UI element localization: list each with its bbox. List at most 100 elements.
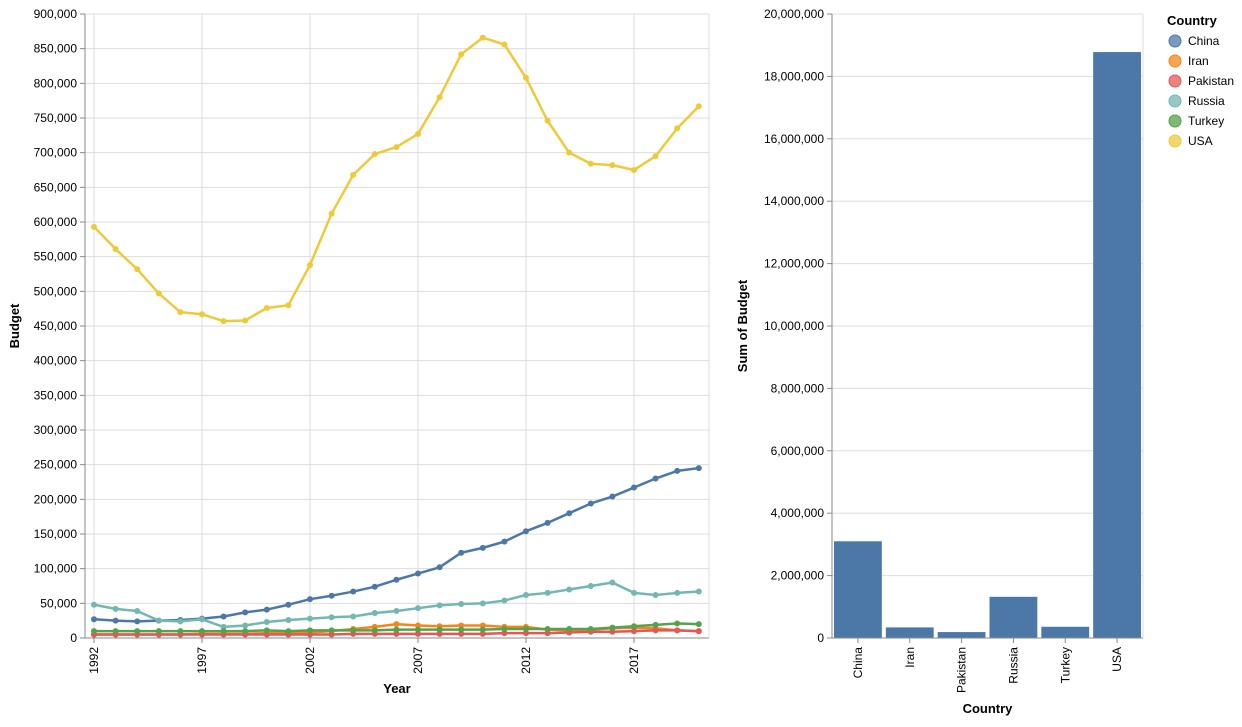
y-tick-label: 900,000 <box>34 7 78 21</box>
bar-iran <box>885 627 934 638</box>
x-axis-title: Year <box>383 681 410 696</box>
data-point-turkey <box>587 625 594 632</box>
data-point-usa <box>263 304 270 311</box>
data-point-turkey <box>436 626 443 633</box>
data-point-china <box>242 609 249 616</box>
data-point-china <box>458 549 465 556</box>
data-point-china <box>544 519 551 526</box>
data-point-pakistan <box>523 630 529 637</box>
data-point-russia <box>112 605 119 612</box>
y-tick-label: 20,000,000 <box>764 7 824 21</box>
x-tick-label: China <box>851 647 865 679</box>
data-point-china <box>609 493 616 500</box>
data-point-china <box>350 588 357 595</box>
x-tick-label: 1992 <box>87 647 101 674</box>
data-point-turkey <box>523 625 529 632</box>
y-tick-label: 700,000 <box>34 146 78 160</box>
data-point-usa <box>587 160 594 167</box>
y-tick-label: 750,000 <box>34 111 78 125</box>
data-point-russia <box>177 618 184 625</box>
data-point-usa <box>393 144 400 151</box>
data-point-russia <box>631 589 637 596</box>
y-tick-label: 4,000,000 <box>771 506 825 520</box>
data-point-usa <box>436 94 443 101</box>
data-point-usa <box>242 317 249 324</box>
data-point-turkey <box>609 624 616 631</box>
y-tick-label: 10,000,000 <box>764 319 824 333</box>
y-tick-label: 800,000 <box>34 76 78 90</box>
y-tick-label: 350,000 <box>34 388 78 402</box>
y-tick-label: 8,000,000 <box>771 381 825 395</box>
data-point-russia <box>242 622 249 629</box>
data-point-china <box>263 606 270 613</box>
y-tick-label: 250,000 <box>34 458 78 472</box>
data-point-turkey <box>199 628 205 635</box>
data-point-russia <box>155 617 162 624</box>
x-tick-label: 2012 <box>519 647 533 674</box>
data-point-china <box>112 617 119 624</box>
data-point-usa <box>695 103 702 110</box>
legend-swatch-pakistan <box>1168 74 1182 88</box>
data-point-usa <box>91 223 97 230</box>
bar-china <box>834 541 882 638</box>
data-point-russia <box>134 607 141 614</box>
legend-label-pakistan: Pakistan <box>1188 74 1234 88</box>
data-point-china <box>587 500 594 507</box>
data-point-china <box>134 618 141 625</box>
y-tick-label: 18,000,000 <box>764 69 824 83</box>
legend-swatch-china <box>1168 34 1182 48</box>
data-point-china <box>436 564 443 571</box>
data-point-turkey <box>631 623 637 630</box>
bar-pakistan <box>937 632 986 638</box>
series-line-china <box>93 466 699 623</box>
data-point-pakistan <box>328 631 335 638</box>
data-point-iran <box>415 622 421 629</box>
data-point-usa <box>609 162 616 169</box>
y-axis-title: Budget <box>7 303 22 348</box>
data-point-russia <box>328 614 335 621</box>
data-point-pakistan <box>631 628 637 635</box>
data-point-russia <box>609 579 616 586</box>
data-point-russia <box>371 610 378 617</box>
data-point-turkey <box>479 626 486 633</box>
y-tick-label: 50,000 <box>40 596 77 610</box>
data-point-china <box>285 601 292 608</box>
y-tick-label: 500,000 <box>34 284 78 298</box>
y-tick-label: 100,000 <box>34 562 78 576</box>
data-point-usa <box>112 246 119 253</box>
data-point-pakistan <box>501 630 508 637</box>
x-tick-label: 1997 <box>195 647 209 674</box>
data-point-usa <box>328 210 335 217</box>
data-point-china <box>652 475 659 482</box>
data-point-russia <box>501 597 508 604</box>
data-point-china <box>307 596 313 603</box>
x-tick-label: 2017 <box>627 647 641 674</box>
data-point-russia <box>415 605 421 612</box>
data-point-usa <box>458 51 465 58</box>
data-point-turkey <box>307 627 313 634</box>
x-tick-label: Russia <box>1006 647 1020 684</box>
bar-usa <box>1093 52 1141 638</box>
y-tick-label: 12,000,000 <box>764 257 824 271</box>
bar-russia <box>989 596 1038 638</box>
y-tick-label: 150,000 <box>34 527 78 541</box>
legend-label-china: China <box>1188 34 1220 48</box>
y-tick-label: 550,000 <box>34 250 78 264</box>
data-point-china <box>393 576 400 583</box>
data-point-usa <box>501 41 508 48</box>
data-point-turkey <box>695 621 702 628</box>
y-tick-label: 300,000 <box>34 423 78 437</box>
data-point-russia <box>458 601 465 608</box>
data-point-turkey <box>458 626 465 633</box>
data-point-turkey <box>566 625 573 632</box>
data-point-usa <box>285 302 292 309</box>
data-point-usa <box>155 290 162 297</box>
legend-swatch-russia <box>1168 94 1182 108</box>
data-point-china <box>674 467 681 474</box>
y-tick-label: 14,000,000 <box>764 194 824 208</box>
data-point-turkey <box>263 627 270 634</box>
y-tick-label: 650,000 <box>34 180 78 194</box>
data-point-pakistan <box>263 631 270 638</box>
data-point-pakistan <box>307 631 313 638</box>
data-point-turkey <box>350 627 357 634</box>
